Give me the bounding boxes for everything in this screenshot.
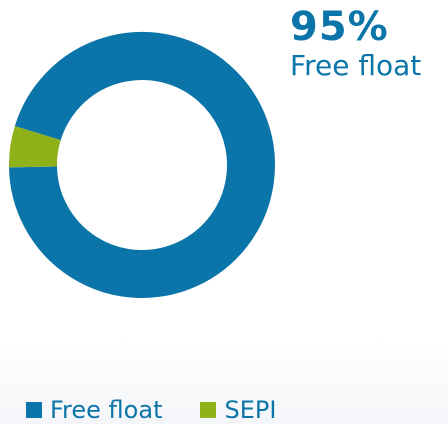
slice-sepi — [9, 126, 61, 168]
legend-swatch-sepi — [200, 402, 217, 418]
donut-chart — [9, 32, 275, 298]
legend: Free float SEPI — [26, 396, 314, 424]
legend-item-sepi: SEPI — [200, 396, 276, 424]
legend-swatch-free-float — [26, 402, 42, 418]
headline-value: 95% — [290, 4, 389, 50]
headline: 95% Free float — [290, 4, 421, 82]
legend-label-free-float: Free float — [50, 396, 163, 424]
slice-free-float — [9, 32, 275, 298]
legend-label-sepi: SEPI — [224, 396, 277, 424]
legend-item-free-float: Free float — [26, 396, 162, 424]
headline-label: Free float — [290, 49, 422, 82]
donut-slices — [9, 32, 275, 298]
